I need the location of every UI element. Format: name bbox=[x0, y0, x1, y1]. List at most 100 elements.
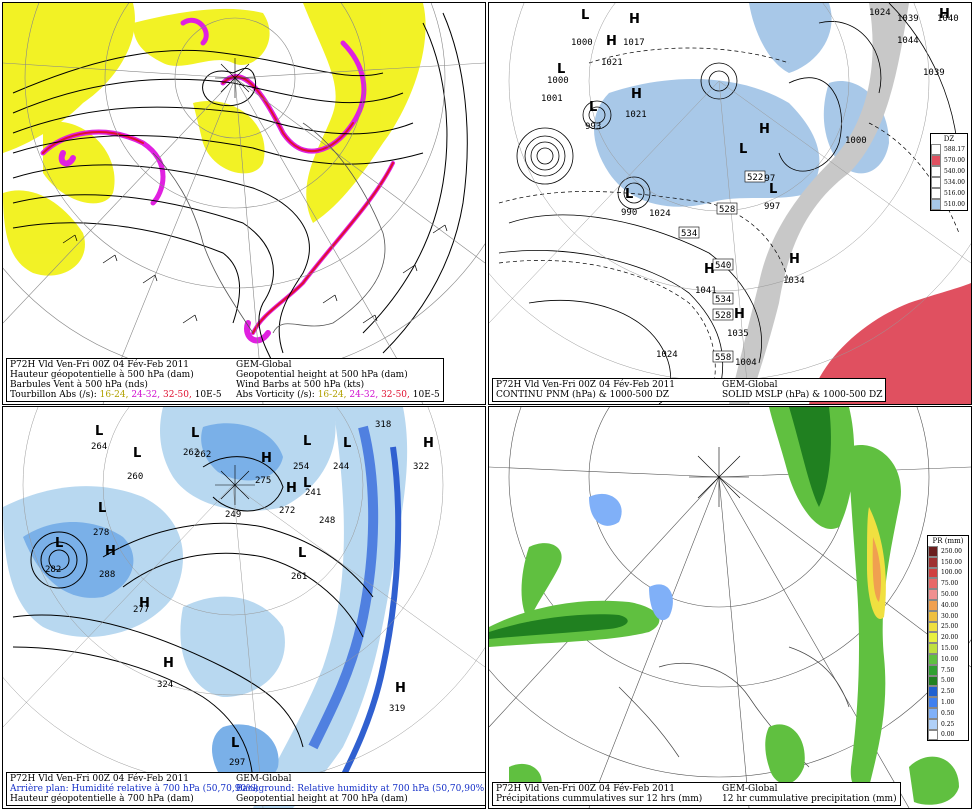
colorbar-entry: 20.00 bbox=[928, 632, 968, 644]
low-value: 248 bbox=[319, 516, 335, 526]
caption-valid-time: P72H Vld Ven-Fri 00Z 04 Fév-Feb 2011 bbox=[10, 774, 190, 784]
dz-boxes: 522 528 534 540 534 528 558 bbox=[678, 170, 766, 363]
low-marker: L bbox=[95, 424, 103, 439]
colorbar-entry: 5.00 bbox=[928, 675, 968, 687]
high-marker: H bbox=[163, 656, 174, 671]
colorbar-swatch bbox=[928, 578, 938, 590]
colorbar-entry: 30.00 bbox=[928, 610, 968, 622]
high-marker: H bbox=[395, 681, 406, 696]
colorbar-label: 570.00 bbox=[944, 157, 965, 164]
high-marker: H bbox=[105, 544, 116, 559]
dz-value: 528 bbox=[715, 311, 731, 321]
caption-background-fr: Arrière plan: Humidité relative à 700 hP… bbox=[10, 784, 259, 794]
low-value: 1000 bbox=[571, 38, 593, 48]
colorbar-label: 100.00 bbox=[941, 569, 962, 577]
high-marker: H bbox=[606, 34, 617, 49]
thickness-warm-shading bbox=[809, 283, 971, 404]
colorbar-swatch bbox=[928, 567, 938, 579]
thickness-mid-band bbox=[729, 3, 909, 404]
high-value: 288 bbox=[99, 570, 115, 580]
caption-field-fr: Hauteur géopotentielle à 500 hPa (dam) bbox=[10, 370, 194, 380]
caption-field-fr: Précipitations cummulatives sur 12 hrs (… bbox=[496, 794, 703, 804]
colorbar-label: 150.00 bbox=[941, 558, 962, 566]
colorbar-swatch bbox=[931, 144, 941, 155]
colorbar-entry: 540.00 bbox=[931, 166, 967, 177]
low-marker: L bbox=[739, 142, 747, 157]
colorbar-title: DZ bbox=[943, 135, 955, 143]
high-marker: H bbox=[789, 252, 800, 267]
colorbar-entry: 150.00 bbox=[928, 556, 968, 568]
panel-mslp-thickness: L H H L H L L L H L H H H H 1000 1000 10… bbox=[488, 2, 972, 405]
panel-500hpa-vorticity: P72H Vld Ven-Fri 00Z 04 Fév-Feb 2011 GEM-… bbox=[2, 2, 486, 405]
low-value: 260 bbox=[127, 472, 143, 482]
caption-field-en: Geopotential height at 500 hPa (dam) bbox=[236, 370, 408, 380]
caption-model: GEM-Global bbox=[236, 360, 292, 370]
colorbar-swatch bbox=[928, 697, 938, 708]
low-marker: L bbox=[231, 736, 239, 751]
low-value: 264 bbox=[91, 442, 107, 452]
high-value: 1041 bbox=[695, 286, 717, 296]
caption-model: GEM-Global bbox=[236, 774, 292, 784]
pressure-values: 1000 1000 1001 993 990 997 997 1000 1017… bbox=[541, 8, 959, 368]
high-marker: H bbox=[629, 12, 640, 27]
high-value: 1017 bbox=[623, 38, 645, 48]
colorbar-entry: 7.50 bbox=[928, 664, 968, 676]
colorbar-label: 510.00 bbox=[944, 201, 965, 208]
low-value: 254 bbox=[293, 462, 309, 472]
thickness-contours bbox=[498, 47, 960, 384]
high-marker: H bbox=[734, 307, 745, 322]
high-value: 1039 bbox=[923, 68, 945, 78]
colorbar-entry: 15.00 bbox=[928, 643, 968, 654]
low-value: 241 bbox=[305, 488, 321, 498]
low-value: 997 bbox=[764, 202, 780, 212]
dz-value: 534 bbox=[715, 295, 731, 305]
colorbar-swatch bbox=[928, 664, 938, 676]
caption-valid-time: P72H Vld Ven-Fri 00Z 04 Fév-Feb 2011 bbox=[496, 784, 676, 794]
colorbar-swatch bbox=[928, 686, 938, 698]
colorbar-swatch bbox=[928, 599, 938, 611]
colorbar-label: 15.00 bbox=[941, 645, 959, 653]
caption-valid-time: P72H Vld Ven-Fri 00Z 04 Fév-Feb 2011 bbox=[10, 360, 190, 370]
colorbar-swatch bbox=[928, 546, 938, 557]
colorbar-label: 250.00 bbox=[941, 547, 962, 555]
colorbar-swatch bbox=[928, 643, 938, 654]
colorbar-label: 5.00 bbox=[941, 677, 955, 685]
colorbar-swatch bbox=[931, 188, 941, 199]
vorticity-map bbox=[3, 3, 485, 404]
high-value: 324 bbox=[157, 680, 173, 690]
high-marker: H bbox=[261, 451, 272, 466]
pole-marker bbox=[215, 465, 255, 505]
colorbar-label: 0.00 bbox=[941, 731, 955, 739]
dz-value: 522 bbox=[747, 173, 763, 183]
colorbar-swatch bbox=[931, 155, 941, 166]
high-value: 1021 bbox=[601, 58, 623, 68]
humidity-map: L L L H L L H L H L H L L H H H L 264 26… bbox=[3, 407, 485, 808]
pole-marker bbox=[689, 447, 749, 507]
colorbar-swatch bbox=[928, 707, 938, 719]
pressure-centers: L H H L H L L L H L H H H H bbox=[557, 7, 950, 322]
dz-value: 534 bbox=[681, 229, 697, 239]
colorbar-swatch bbox=[928, 675, 938, 687]
high-value: 1044 bbox=[897, 36, 919, 46]
colorbar-title: PR (mm) bbox=[932, 537, 964, 545]
high-marker: H bbox=[423, 436, 434, 451]
low-value: 318 bbox=[375, 420, 391, 430]
low-value: 997 bbox=[759, 174, 775, 184]
colorbar-entry: 516.00 bbox=[931, 188, 967, 199]
low-marker: L bbox=[303, 434, 311, 449]
colorbar-label: 1.00 bbox=[941, 699, 955, 707]
colorbar-swatch bbox=[928, 718, 938, 730]
isobars bbox=[498, 3, 960, 404]
colorbar-swatch bbox=[931, 199, 941, 210]
colorbar-entry: 1.00 bbox=[928, 697, 968, 708]
low-value: 244 bbox=[333, 462, 349, 472]
low-marker: L bbox=[625, 187, 633, 202]
colorbar-label: 540.00 bbox=[944, 168, 965, 175]
dz-value: 528 bbox=[719, 205, 735, 215]
caption-vort-en: Abs Vorticity (/s): 16-24, 24-32, 32-50,… bbox=[236, 390, 440, 400]
high-value: 1034 bbox=[783, 276, 805, 286]
colorbar-label: 7.50 bbox=[941, 666, 955, 674]
panel-caption: P72H Vld Ven-Fri 00Z 04 Fév-Feb 2011 GEM-… bbox=[6, 772, 485, 806]
low-marker: L bbox=[589, 100, 597, 115]
dz-value: 540 bbox=[715, 261, 731, 271]
